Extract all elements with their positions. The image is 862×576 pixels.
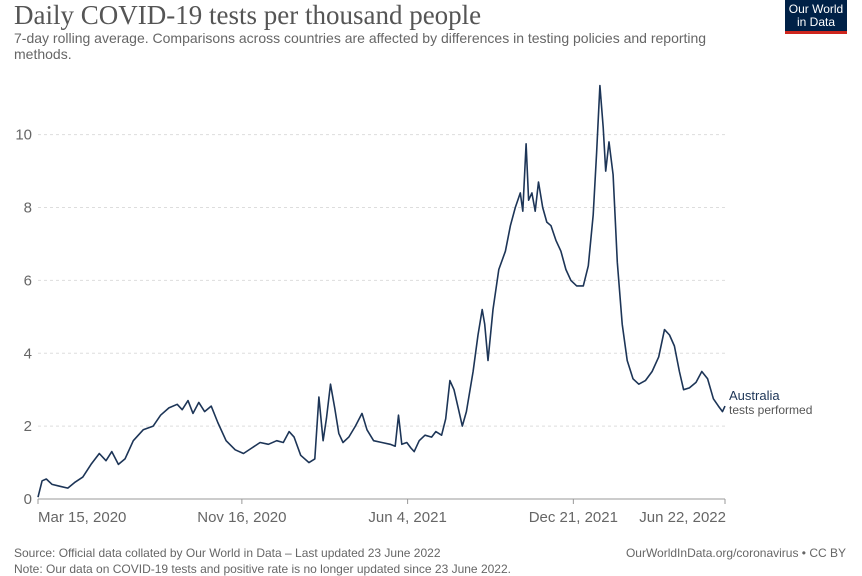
source-note: Source: Official data collated by Our Wo… — [14, 546, 441, 560]
x-tick-label: Nov 16, 2020 — [197, 509, 286, 526]
owid-logo[interactable]: Our World in Data — [785, 0, 847, 34]
series-line-australia[interactable] — [37, 84, 726, 498]
y-tick-label: 6 — [24, 272, 32, 289]
y-tick-label: 8 — [24, 200, 32, 217]
y-tick-label: 10 — [15, 127, 32, 144]
credit-link[interactable]: OurWorldInData.org/coronavirus • CC BY — [625, 546, 846, 560]
series-label-name[interactable]: Australia — [729, 388, 780, 403]
gridlines — [38, 134, 725, 427]
y-tick-label: 0 — [24, 491, 32, 508]
x-tick-label: Mar 15, 2020 — [38, 509, 126, 526]
x-tick-label: Dec 21, 2021 — [529, 509, 618, 526]
series-label-metric: tests performed — [729, 403, 812, 417]
y-tick-label: 2 — [24, 418, 32, 435]
chart-title: Daily COVID-19 tests per thousand people — [14, 0, 482, 30]
logo-line-2: in Data — [796, 15, 836, 29]
logo-accent-bar — [785, 31, 847, 34]
y-tick-label: 4 — [24, 345, 32, 362]
x-tick-label: Jun 4, 2021 — [368, 509, 446, 526]
x-tick-label: Jun 22, 2022 — [639, 509, 726, 526]
y-axis-ticks: 0 2 4 6 8 10 — [15, 127, 32, 508]
logo-line-1: Our World — [788, 2, 844, 16]
chart-subtitle: 7-day rolling average. Comparisons acros… — [14, 30, 707, 62]
x-axis: Mar 15, 2020 Nov 16, 2020 Jun 4, 2021 Dec 2… — [37, 498, 726, 526]
data-note: Note: Our data on COVID-19 tests and pos… — [14, 562, 511, 576]
